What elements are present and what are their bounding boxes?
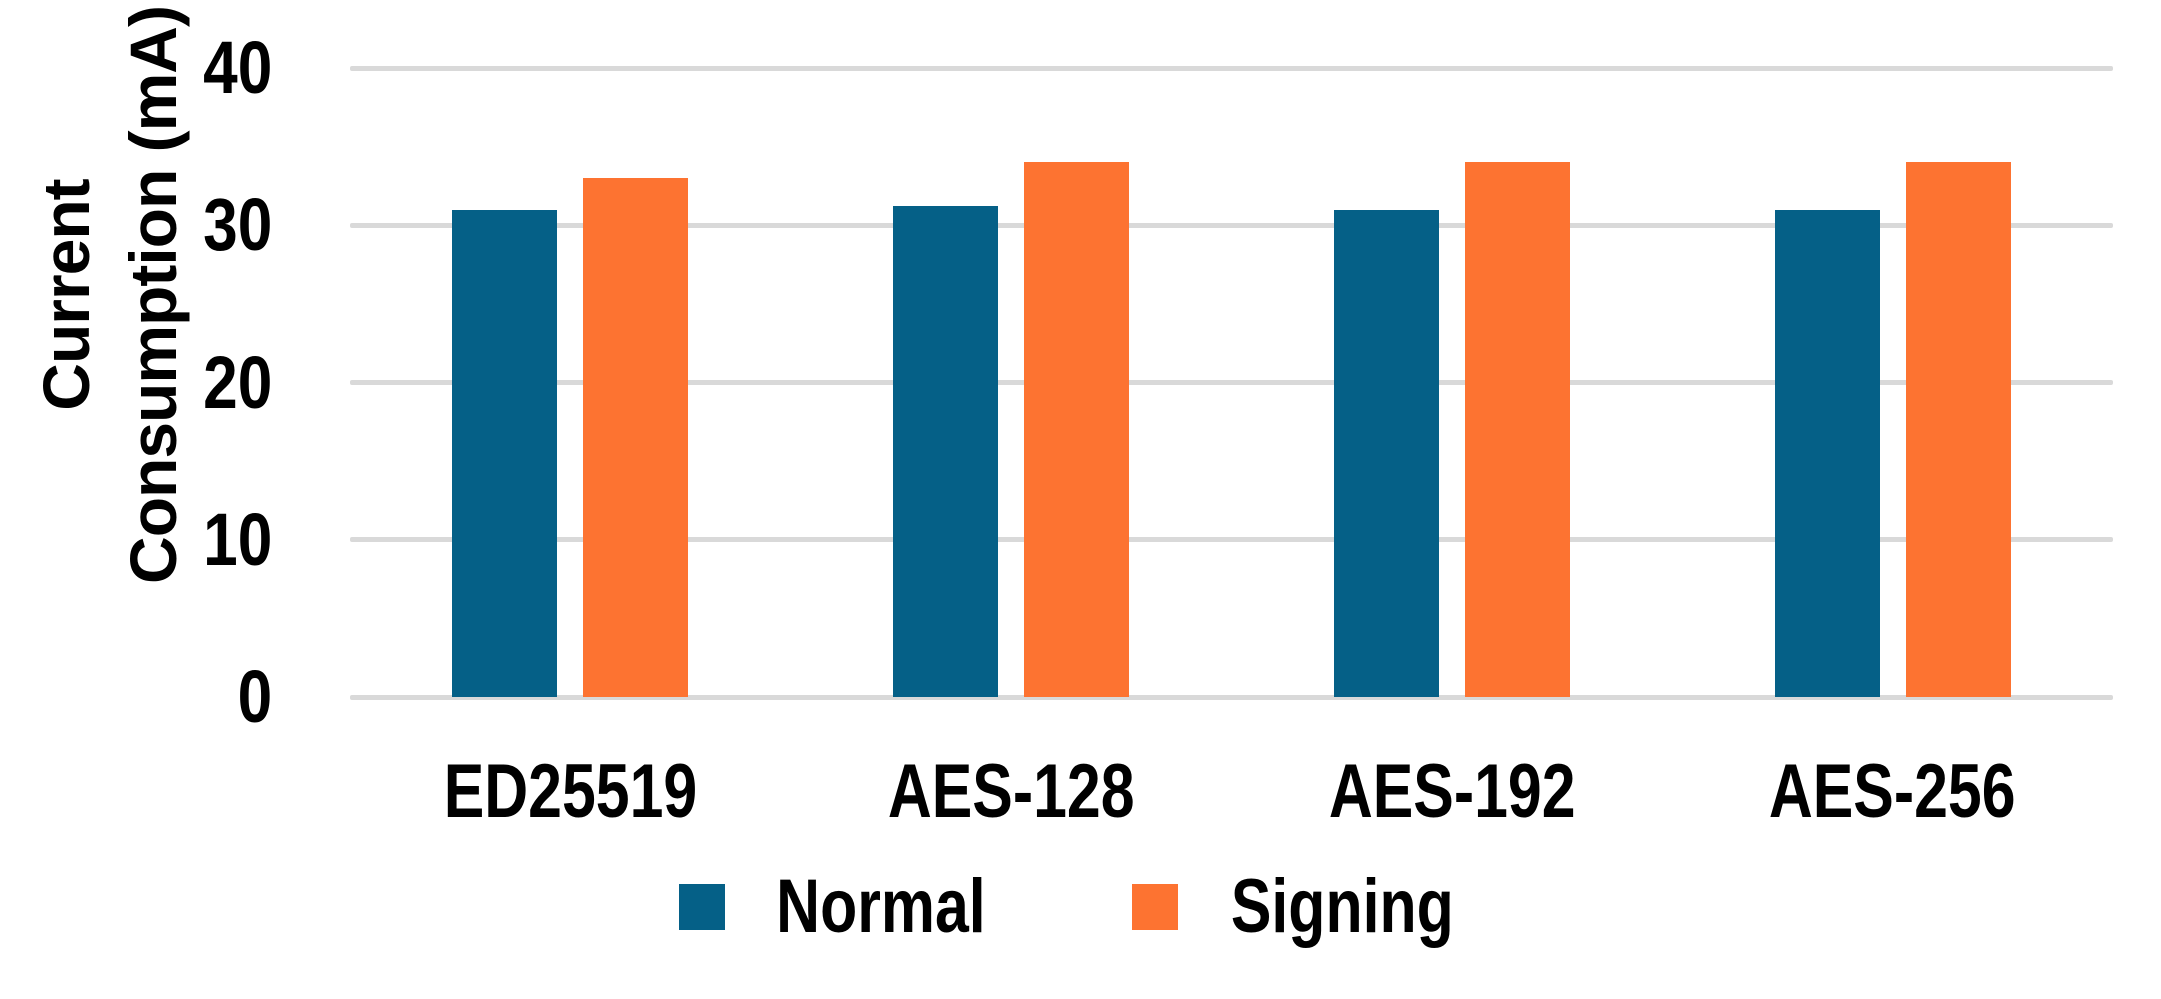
bar-signing-ed25519 [583, 178, 689, 697]
legend: Normal Signing [0, 852, 2161, 962]
x-axis-label-aes-192: AES-192 [1232, 742, 1673, 842]
category-band-ed25519 [350, 68, 791, 697]
gridline-0 [350, 694, 2113, 700]
y-tick-label-10: 10 [0, 497, 272, 581]
bar-signing-aes-256 [1905, 162, 2011, 697]
y-tick-label-text: 20 [202, 340, 272, 424]
bar-normal-aes-256 [1774, 209, 1880, 697]
x-axis-label-text: AES-128 [887, 749, 1135, 834]
category-band-aes-256 [1672, 68, 2113, 697]
x-axis-label-aes-128: AES-128 [791, 742, 1232, 842]
x-axis-label-ed25519: ED25519 [350, 742, 791, 842]
bar-signing-aes-128 [1024, 162, 1130, 697]
bar-signing-aes-192 [1464, 162, 1570, 697]
gridline-10 [350, 537, 2113, 543]
bar-normal-aes-192 [1333, 209, 1439, 697]
x-axis-labels: ED25519 AES-128 AES-192 AES-256 [350, 742, 2113, 842]
legend-label-normal: Normal [750, 869, 1012, 945]
y-tick-label-text: 40 [202, 26, 272, 109]
legend-label-text: Normal [776, 864, 986, 949]
y-tick-label-20: 20 [0, 340, 272, 424]
y-tick-label-0: 0 [0, 657, 272, 737]
x-axis-label-text: AES-192 [1328, 749, 1576, 834]
y-axis-title-line2: Consumption (mA) [116, 6, 190, 584]
x-axis-label-text: ED25519 [443, 749, 698, 834]
gridline-30 [350, 222, 2113, 228]
y-tick-label-text: 10 [202, 497, 272, 581]
legend-label-signing: Signing [1203, 869, 1482, 945]
gridline-20 [350, 380, 2113, 385]
bar-normal-ed25519 [452, 209, 558, 697]
legend-item-signing: Signing [1132, 869, 1482, 945]
y-tick-label-30: 30 [0, 185, 272, 265]
legend-swatch-signing [1132, 884, 1179, 930]
bar-normal-aes-128 [893, 206, 999, 697]
y-tick-label-40: 40 [0, 28, 272, 108]
legend-swatch-normal [679, 884, 726, 930]
y-axis-title-line1: Current [28, 179, 103, 411]
y-axis-tick-labels: 0 10 20 30 40 [0, 0, 272, 999]
category-band-aes-192 [1232, 68, 1673, 697]
plot-area [350, 65, 2113, 700]
y-tick-label-text: 0 [237, 655, 272, 738]
legend-item-normal: Normal [679, 869, 1012, 945]
x-axis-label-aes-256: AES-256 [1672, 742, 2113, 842]
legend-label-text: Signing [1230, 864, 1454, 949]
bars-container [350, 68, 2113, 697]
y-axis-title-text: Current Consumption (mA) [23, 6, 197, 584]
x-axis-label-text: AES-256 [1769, 749, 2016, 834]
category-band-aes-128 [791, 68, 1232, 697]
gridline-40 [350, 65, 2113, 71]
y-tick-label-text: 30 [202, 183, 272, 267]
